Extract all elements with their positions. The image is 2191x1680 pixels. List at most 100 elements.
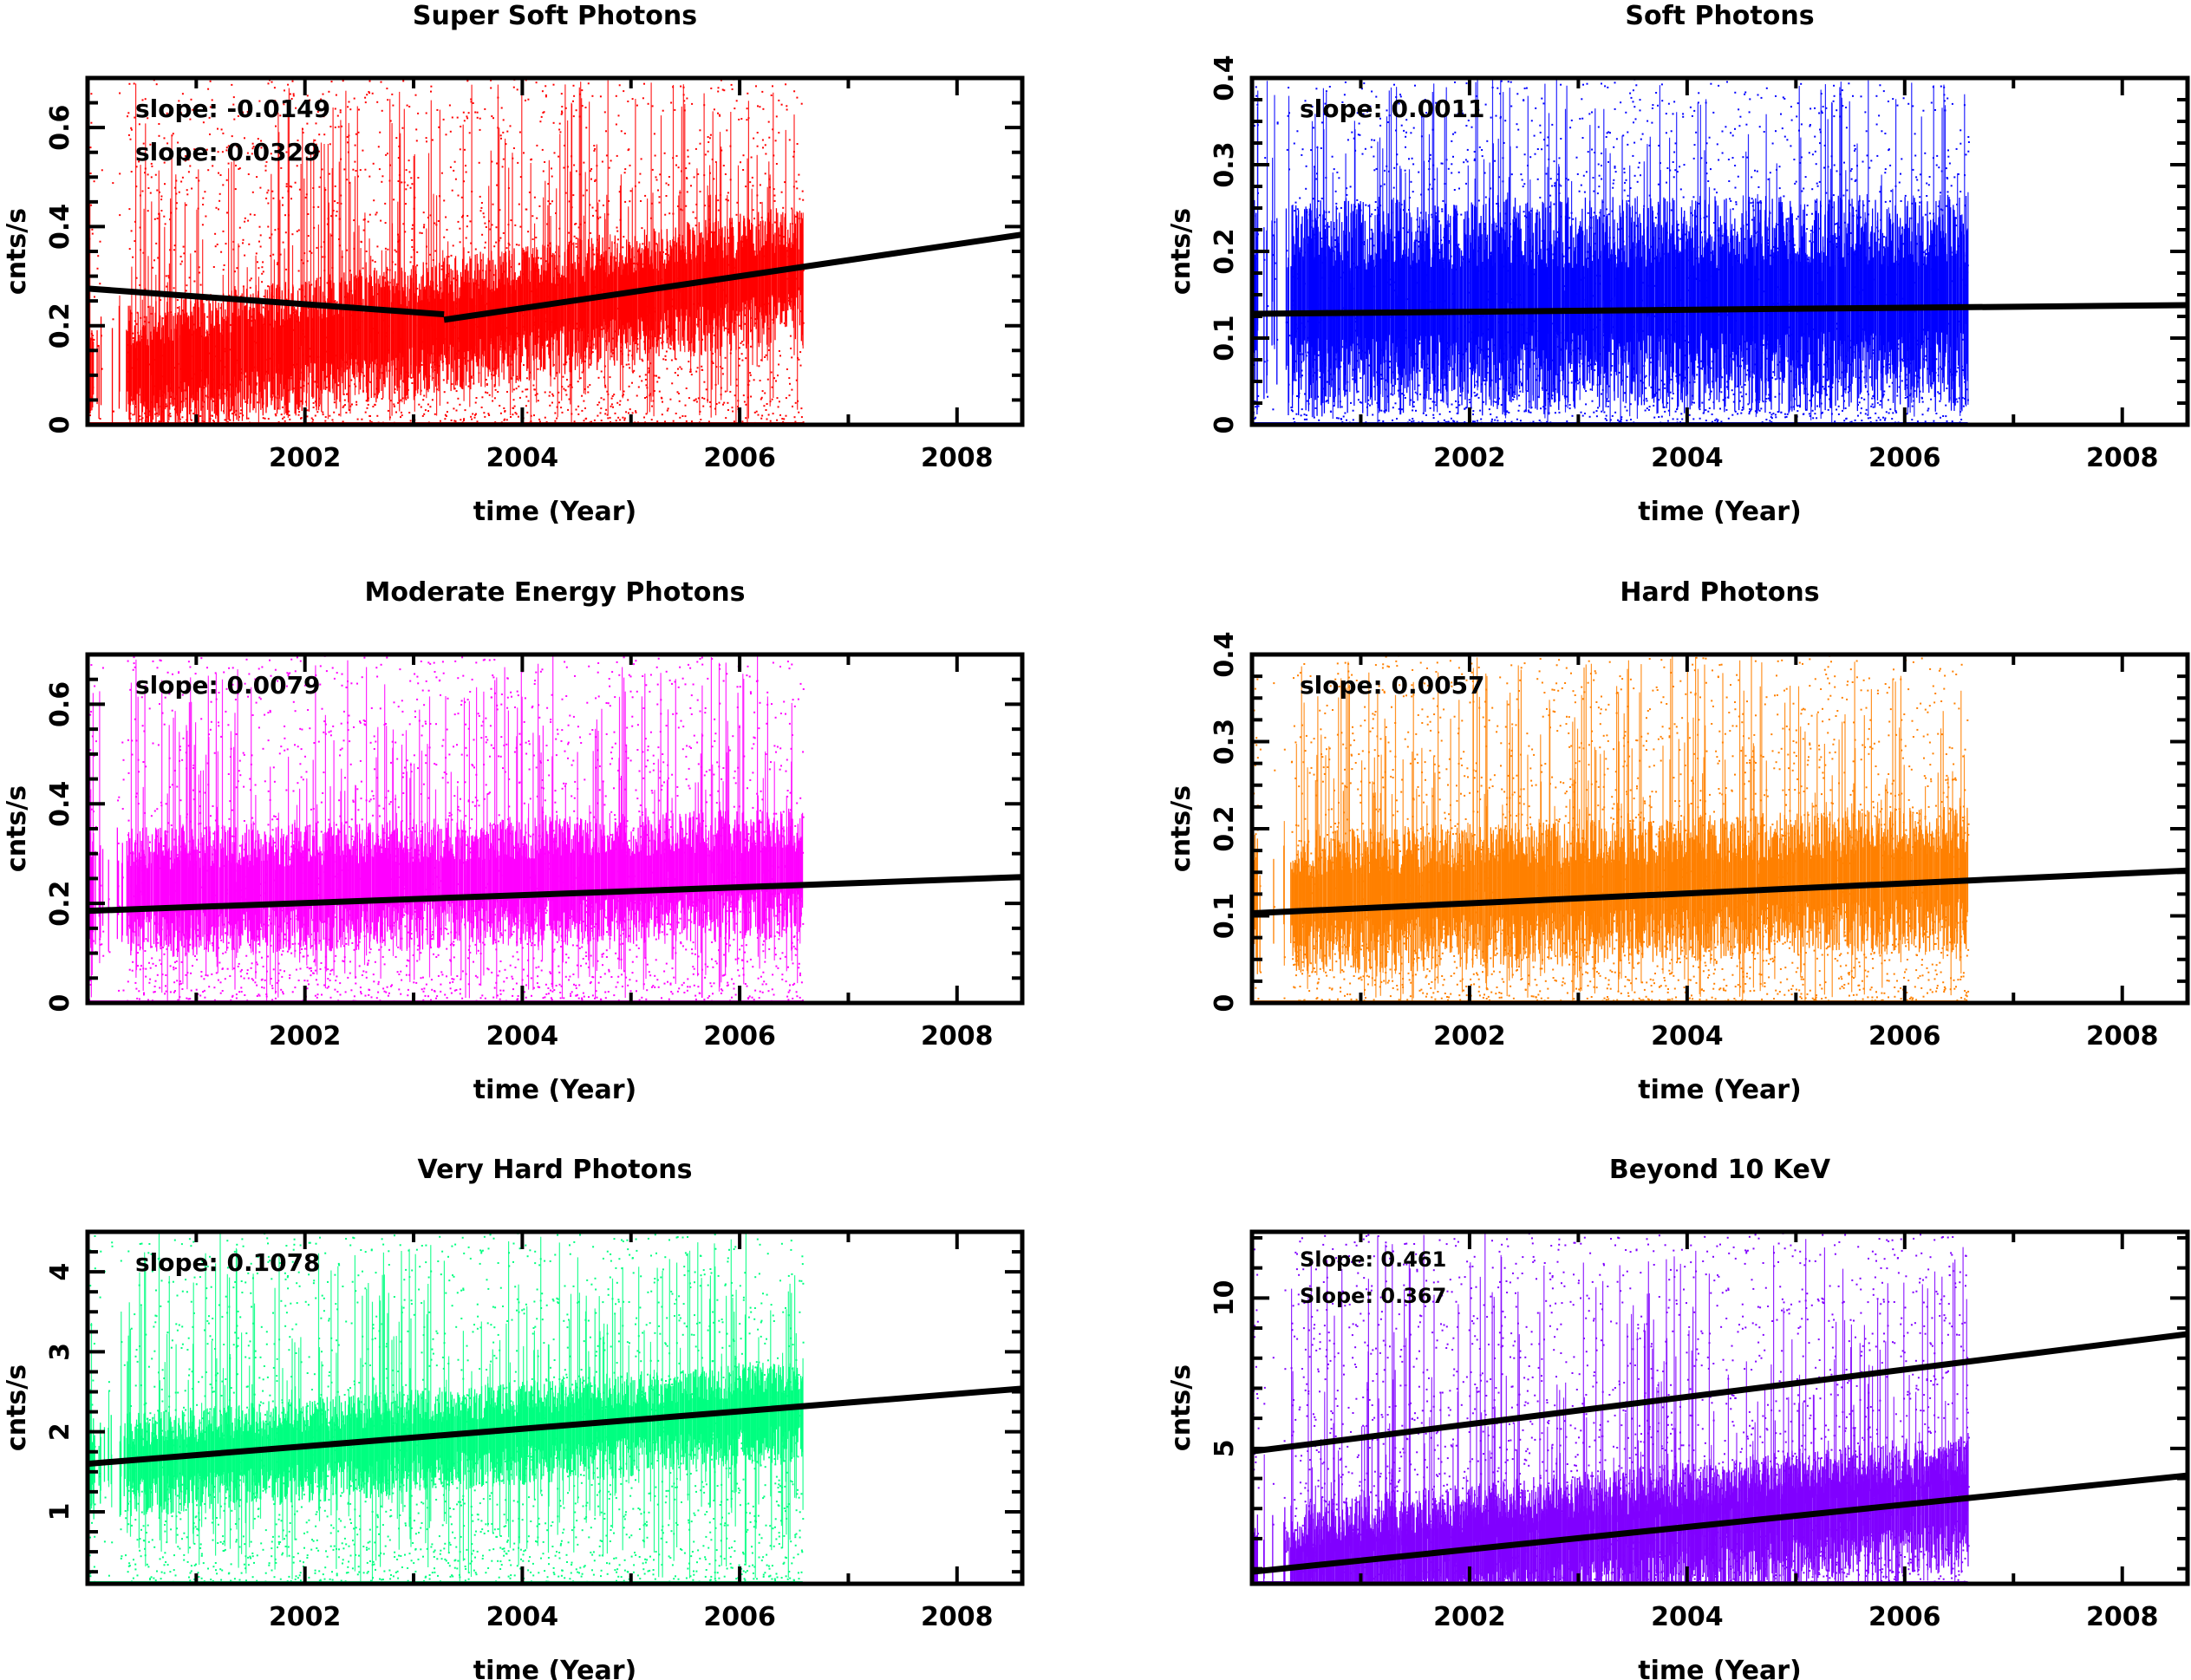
data-point — [712, 327, 714, 329]
data-streak — [786, 246, 787, 327]
data-point — [760, 417, 763, 420]
data-point — [127, 351, 129, 354]
data-point — [272, 197, 275, 199]
data-point — [640, 158, 642, 160]
data-point — [684, 415, 687, 418]
data-point — [294, 181, 297, 184]
data-point — [221, 151, 224, 153]
data-streak — [280, 325, 282, 384]
data-point — [662, 400, 663, 403]
data-point — [792, 405, 793, 407]
data-point — [1476, 420, 1478, 422]
data-point — [209, 133, 211, 135]
data-point — [271, 190, 274, 192]
data-point — [1451, 163, 1453, 166]
data-point — [454, 420, 457, 422]
data-point — [1304, 393, 1306, 395]
data-point — [1383, 183, 1386, 186]
data-point — [574, 223, 577, 225]
data-point — [744, 314, 747, 316]
data-point — [470, 415, 473, 418]
data-streak — [382, 276, 384, 399]
data-point — [479, 210, 482, 212]
data-point — [582, 194, 584, 197]
data-point — [799, 310, 802, 313]
data-streak — [185, 322, 186, 407]
data-point — [466, 215, 469, 217]
data-point — [262, 261, 264, 264]
data-streak — [424, 286, 426, 389]
x-tick-label: 2008 — [921, 443, 994, 473]
data-point — [664, 359, 667, 361]
data-point — [1349, 322, 1352, 325]
data-point — [1425, 112, 1428, 114]
data-point — [170, 311, 173, 314]
data-point — [434, 222, 436, 225]
data-point — [615, 94, 617, 97]
data-spike — [300, 164, 302, 346]
data-point — [480, 407, 483, 408]
data-streak — [533, 267, 535, 381]
data-point — [1419, 393, 1422, 395]
data-spike — [580, 81, 582, 360]
data-point — [244, 254, 246, 257]
data-point — [611, 395, 614, 397]
data-streak — [528, 257, 530, 381]
data-point — [548, 394, 551, 397]
data-point — [761, 414, 764, 417]
data-point — [388, 416, 391, 419]
data-point — [623, 419, 626, 421]
data-point — [1319, 214, 1320, 217]
data-point — [1458, 404, 1461, 407]
data-point — [1392, 105, 1394, 107]
data-point — [547, 200, 550, 203]
data-point — [645, 413, 648, 415]
data-point — [411, 183, 414, 186]
data-point — [267, 285, 270, 288]
data-spike — [389, 99, 391, 421]
data-streak — [317, 316, 320, 411]
data-point — [375, 213, 377, 216]
data-streak — [281, 290, 283, 375]
data-point — [1375, 167, 1378, 170]
data-point — [476, 111, 479, 114]
data-streak — [614, 235, 616, 321]
data-streak — [460, 277, 462, 389]
data-point — [798, 358, 800, 361]
data-point — [672, 212, 675, 215]
data-point — [1325, 211, 1327, 213]
data-point — [475, 397, 478, 399]
data-point — [259, 245, 262, 248]
data-point — [418, 403, 421, 406]
data-point — [465, 165, 466, 167]
data-streak — [406, 306, 408, 395]
data-point — [304, 196, 307, 199]
data-point — [628, 148, 630, 151]
data-point — [597, 376, 600, 379]
data-point — [1360, 209, 1362, 212]
data-point — [290, 198, 292, 200]
data-streak — [1356, 209, 1358, 394]
data-point — [519, 225, 522, 228]
data-point — [542, 112, 544, 114]
data-point — [213, 420, 215, 423]
data-streak — [160, 339, 161, 425]
data-point — [431, 139, 434, 141]
data-streak — [212, 296, 214, 398]
data-point — [515, 244, 518, 246]
data-streak — [140, 329, 141, 404]
data-point — [732, 410, 734, 413]
data-point — [1352, 378, 1354, 381]
data-point — [173, 244, 176, 247]
data-point — [1455, 244, 1457, 246]
data-point — [128, 82, 131, 85]
data-point — [127, 133, 130, 136]
data-point — [527, 231, 530, 233]
data-point — [484, 222, 486, 225]
data-point — [1488, 408, 1490, 411]
data-point — [289, 146, 291, 148]
data-point — [408, 412, 411, 413]
data-point — [379, 131, 381, 133]
data-point — [1255, 94, 1258, 97]
data-point — [194, 251, 197, 253]
